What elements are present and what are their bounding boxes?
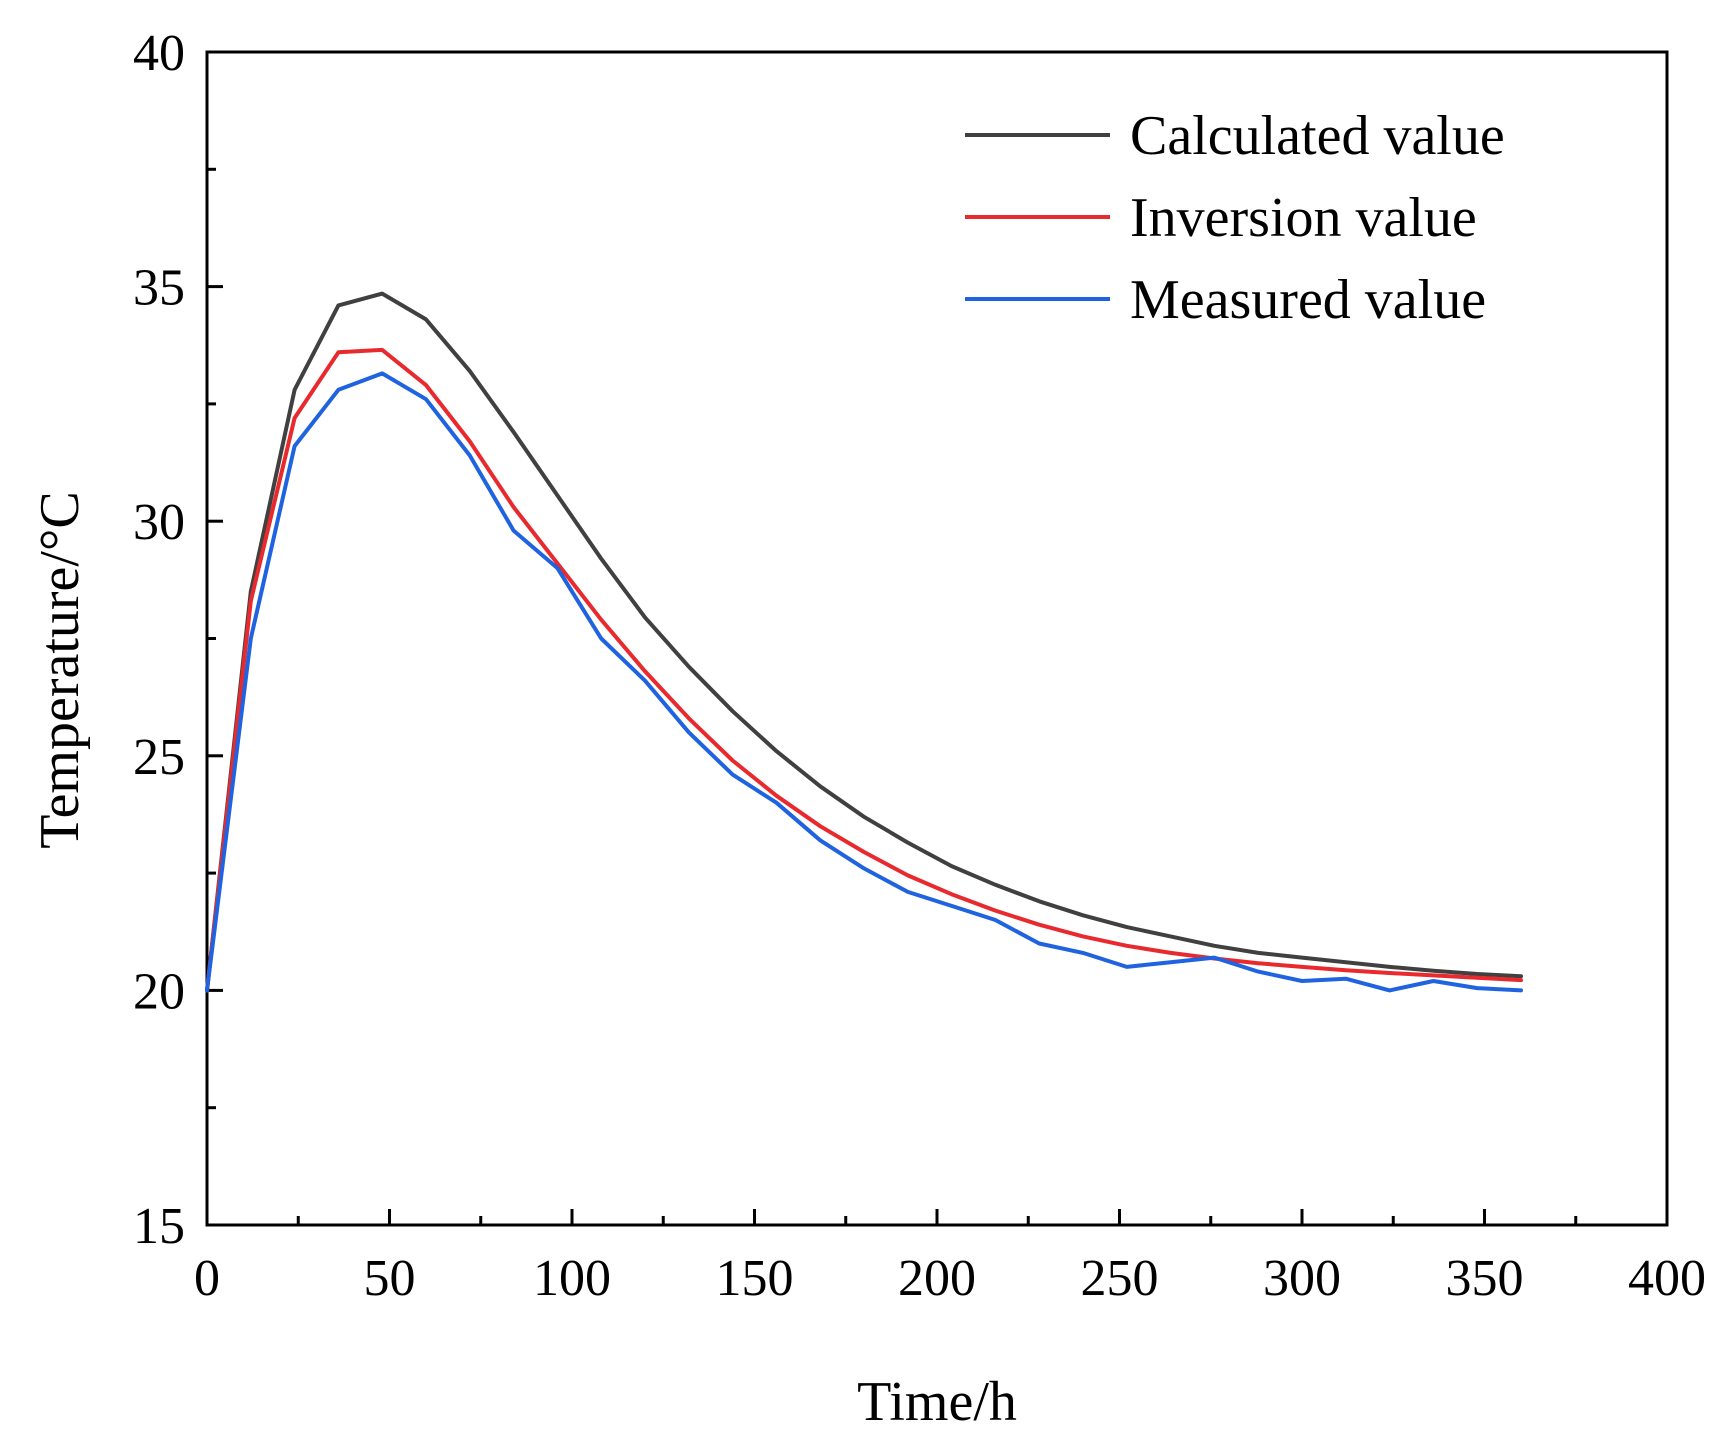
x-tick-label: 0 <box>194 1250 220 1307</box>
series-line-3 <box>205 371 1523 993</box>
y-tick-label: 35 <box>133 260 185 317</box>
y-tick-label: 25 <box>133 729 185 786</box>
legend: Calculated value Inversion value Measured … <box>965 105 1505 331</box>
x-tick-label: 300 <box>1263 1250 1341 1307</box>
y-axis-title: Temperature/°C <box>29 491 91 848</box>
legend-label-3: Measured value <box>1130 269 1486 331</box>
y-tick-label: 30 <box>133 494 185 551</box>
y-axis-ticks <box>207 50 223 1227</box>
y-tick-label: 15 <box>133 1198 185 1255</box>
x-axis-tick-labels: 0 50 100 150 200 250 300 350 400 <box>194 1250 1706 1307</box>
x-tick-label: 250 <box>1081 1250 1159 1307</box>
y-tick-label: 40 <box>133 25 185 82</box>
x-tick-label: 150 <box>716 1250 794 1307</box>
x-tick-label: 400 <box>1628 1250 1706 1307</box>
x-tick-label: 350 <box>1446 1250 1524 1307</box>
x-tick-label: 100 <box>533 1250 611 1307</box>
x-axis-ticks <box>205 1209 1669 1225</box>
y-axis-tick-labels: 15 20 25 30 35 40 <box>133 25 185 1255</box>
x-tick-label: 50 <box>364 1250 416 1307</box>
x-axis-title: Time/h <box>857 1371 1017 1433</box>
x-tick-label: 200 <box>898 1250 976 1307</box>
legend-label-2: Inversion value <box>1130 187 1477 249</box>
series-lines <box>205 291 1523 993</box>
series-line-1 <box>205 291 1523 993</box>
legend-label-1: Calculated value <box>1130 105 1505 167</box>
series-line-2 <box>205 347 1523 993</box>
y-tick-label: 20 <box>133 963 185 1020</box>
